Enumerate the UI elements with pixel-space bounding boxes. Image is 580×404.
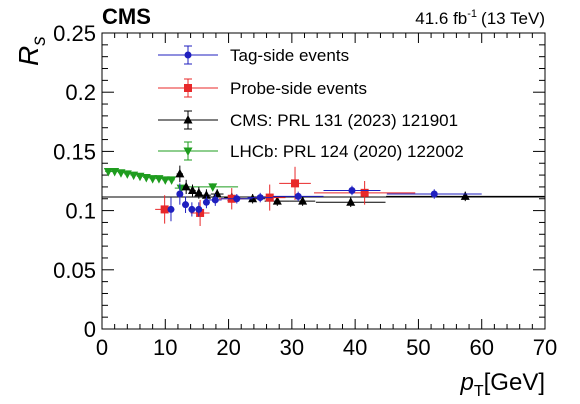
legend-marker [184, 84, 192, 92]
legend-entry-lhcb: LHCb: PRL 124 (2020) 122002 [158, 141, 464, 161]
series-lhcb [103, 168, 239, 194]
probe-point [360, 188, 369, 197]
legend-label: Tag-side events [230, 46, 349, 65]
tag-point [348, 186, 356, 194]
y-tick-label: 0 [84, 317, 96, 342]
series-tag [167, 183, 482, 222]
series-layer [103, 165, 545, 226]
probe-point [160, 205, 169, 214]
x-tick-label: 20 [216, 335, 240, 360]
luminosity-label: 41.6 fb-1 (13 TeV) [415, 8, 545, 28]
tag-point [211, 196, 219, 204]
lhcb-point [116, 169, 126, 178]
x-tick-label: 70 [533, 335, 557, 360]
legend-entry-cms: CMS: PRL 131 (2023) 121901 [158, 110, 458, 130]
cms-point [460, 191, 470, 200]
lumi-energy: (13 TeV) [481, 9, 545, 28]
lhcb-point [208, 183, 218, 192]
tag-point [233, 195, 241, 203]
x-tick-label: 50 [406, 335, 430, 360]
tag-point [430, 190, 438, 198]
cms-point [187, 185, 197, 194]
x-tick-label: 60 [469, 335, 493, 360]
cms-point [298, 196, 308, 205]
x-tick-label: 40 [343, 335, 367, 360]
experiment-label: CMS [102, 4, 151, 29]
lhcb-point [154, 175, 164, 184]
y-axis-title: Rs [13, 36, 50, 66]
tag-point [167, 205, 175, 213]
tag-point [202, 198, 210, 206]
cms-point [201, 190, 211, 199]
tag-point [195, 205, 203, 213]
lhcb-point [110, 168, 120, 177]
y-tick-label: 0.15 [53, 139, 96, 164]
y-tick-label: 0.2 [65, 80, 96, 105]
probe-point [196, 208, 205, 217]
tag-point [294, 192, 302, 200]
x-tick-label: 30 [280, 335, 304, 360]
y-tick-label: 0.25 [53, 21, 96, 46]
x-tick-label: 10 [153, 335, 177, 360]
plot-frame [101, 32, 546, 330]
lhcb-point [135, 172, 145, 182]
x-axis-title: pT[GeV] [460, 369, 546, 400]
y-tick-label: 0.1 [65, 199, 96, 224]
cms-point [212, 189, 222, 198]
lumi-exponent: -1 [467, 8, 477, 20]
lhcb-point [148, 175, 158, 184]
lhcb-point [122, 170, 132, 179]
x-tick-labels: 0 10 20 30 40 50 60 70 [96, 335, 557, 360]
tag-point [182, 201, 190, 209]
y-tick-labels: 0 0.05 0.1 0.15 0.2 0.25 [53, 21, 96, 342]
legend-label: CMS: PRL 131 (2023) 121901 [230, 111, 458, 130]
tag-point [176, 190, 184, 198]
axis-ticks [101, 32, 546, 330]
lhcb-point [141, 173, 151, 183]
legend-label: Probe-side events [230, 79, 367, 98]
lhcb-point [167, 176, 177, 185]
legend-marker [183, 115, 193, 124]
cms-point [272, 196, 282, 205]
cms-point [194, 187, 204, 197]
lumi-value: 41.6 fb [415, 9, 467, 28]
cms-point [346, 197, 356, 206]
x-tick-label: 0 [96, 335, 108, 360]
probe-point [291, 179, 300, 188]
tag-point [256, 194, 264, 202]
legend-marker [184, 51, 192, 59]
legend-entry-probe: Probe-side events [158, 78, 367, 98]
y-tick-label: 0.05 [53, 258, 96, 283]
legend-marker [183, 147, 193, 156]
legend: Tag-side events Probe-side events CMS: PRL… [158, 45, 464, 161]
legend-label: LHCb: PRL 124 (2020) 122002 [230, 142, 464, 161]
lhcb-point [129, 171, 139, 181]
legend-entry-tag: Tag-side events [158, 45, 349, 65]
lhcb-point [160, 176, 170, 185]
cms-point [175, 168, 185, 178]
cms-point [181, 181, 191, 191]
lhcb-point [103, 168, 113, 177]
tag-point [188, 205, 196, 213]
